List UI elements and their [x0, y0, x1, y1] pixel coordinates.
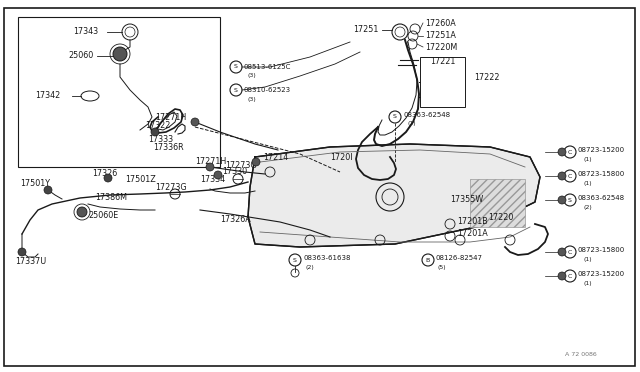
Text: 17330: 17330 — [222, 167, 247, 176]
Text: S: S — [293, 257, 297, 263]
Text: 17273G: 17273G — [155, 183, 187, 192]
Text: S: S — [234, 87, 238, 93]
FancyBboxPatch shape — [470, 179, 525, 227]
Text: 08310-62523: 08310-62523 — [244, 87, 291, 93]
Text: 17386M: 17386M — [95, 192, 127, 202]
Text: 17221: 17221 — [430, 58, 456, 67]
Text: 08723-15200: 08723-15200 — [578, 147, 625, 153]
Text: C: C — [568, 273, 572, 279]
Circle shape — [252, 158, 260, 166]
Text: 17220M: 17220M — [425, 42, 457, 51]
Circle shape — [77, 207, 87, 217]
Text: 17251A: 17251A — [425, 32, 456, 41]
Text: 17333: 17333 — [148, 135, 173, 144]
Text: 17251: 17251 — [353, 26, 378, 35]
Text: S: S — [568, 198, 572, 202]
Text: 17337U: 17337U — [15, 257, 46, 266]
Circle shape — [151, 128, 159, 136]
Text: (3): (3) — [248, 96, 257, 102]
Text: (3): (3) — [248, 74, 257, 78]
Text: 08363-62548: 08363-62548 — [578, 195, 625, 201]
Text: 17214: 17214 — [263, 153, 288, 161]
Circle shape — [558, 172, 566, 180]
Text: 17501Y: 17501Y — [20, 180, 50, 189]
Circle shape — [214, 171, 222, 179]
Text: S: S — [234, 64, 238, 70]
Text: 1720I: 1720I — [330, 153, 353, 161]
Text: 08723-15800: 08723-15800 — [578, 247, 625, 253]
Text: 17336R: 17336R — [153, 142, 184, 151]
Text: 17222: 17222 — [474, 73, 499, 81]
Circle shape — [191, 118, 199, 126]
Text: (2): (2) — [305, 266, 314, 270]
Text: 17326A: 17326A — [220, 215, 251, 224]
Text: C: C — [568, 150, 572, 154]
Text: (1): (1) — [584, 182, 593, 186]
Polygon shape — [248, 144, 540, 247]
Text: 08126-82547: 08126-82547 — [436, 255, 483, 261]
Text: 17355W: 17355W — [450, 196, 483, 205]
Text: (1): (1) — [584, 157, 593, 163]
Circle shape — [104, 174, 112, 182]
Text: B: B — [426, 257, 430, 263]
Text: (2): (2) — [584, 205, 593, 211]
Circle shape — [206, 163, 214, 171]
Circle shape — [113, 47, 127, 61]
Text: 08363-61638: 08363-61638 — [303, 255, 351, 261]
Text: 17220: 17220 — [488, 212, 513, 221]
Text: 08723-15200: 08723-15200 — [578, 271, 625, 277]
Text: 17273G: 17273G — [225, 160, 257, 170]
Text: 17342: 17342 — [35, 92, 60, 100]
Text: 17271H: 17271H — [195, 157, 227, 167]
Text: (1): (1) — [584, 282, 593, 286]
Text: 17260A: 17260A — [425, 19, 456, 28]
Text: S: S — [393, 115, 397, 119]
Text: (1): (1) — [407, 122, 415, 126]
Text: 08513-6125C: 08513-6125C — [244, 64, 291, 70]
Text: C: C — [568, 250, 572, 254]
Text: 25060E: 25060E — [88, 211, 118, 219]
Text: 17201A: 17201A — [457, 230, 488, 238]
Text: 17322: 17322 — [145, 121, 170, 129]
Circle shape — [558, 248, 566, 256]
Text: (1): (1) — [584, 257, 593, 263]
Text: (5): (5) — [438, 266, 447, 270]
Text: C: C — [568, 173, 572, 179]
Text: 17326: 17326 — [92, 170, 117, 179]
Text: 17501Z: 17501Z — [125, 174, 156, 183]
Text: 17201B: 17201B — [457, 218, 488, 227]
Text: 08363-62548: 08363-62548 — [403, 112, 450, 118]
Circle shape — [558, 148, 566, 156]
Circle shape — [558, 272, 566, 280]
Circle shape — [44, 186, 52, 194]
Text: 25060: 25060 — [68, 51, 93, 61]
Text: 17271H: 17271H — [155, 112, 186, 122]
Text: A 72 0086: A 72 0086 — [565, 352, 596, 356]
Text: 17334: 17334 — [200, 176, 225, 185]
Text: 17343: 17343 — [73, 28, 98, 36]
Circle shape — [558, 196, 566, 204]
Circle shape — [18, 248, 26, 256]
Text: 08723-15800: 08723-15800 — [578, 171, 625, 177]
